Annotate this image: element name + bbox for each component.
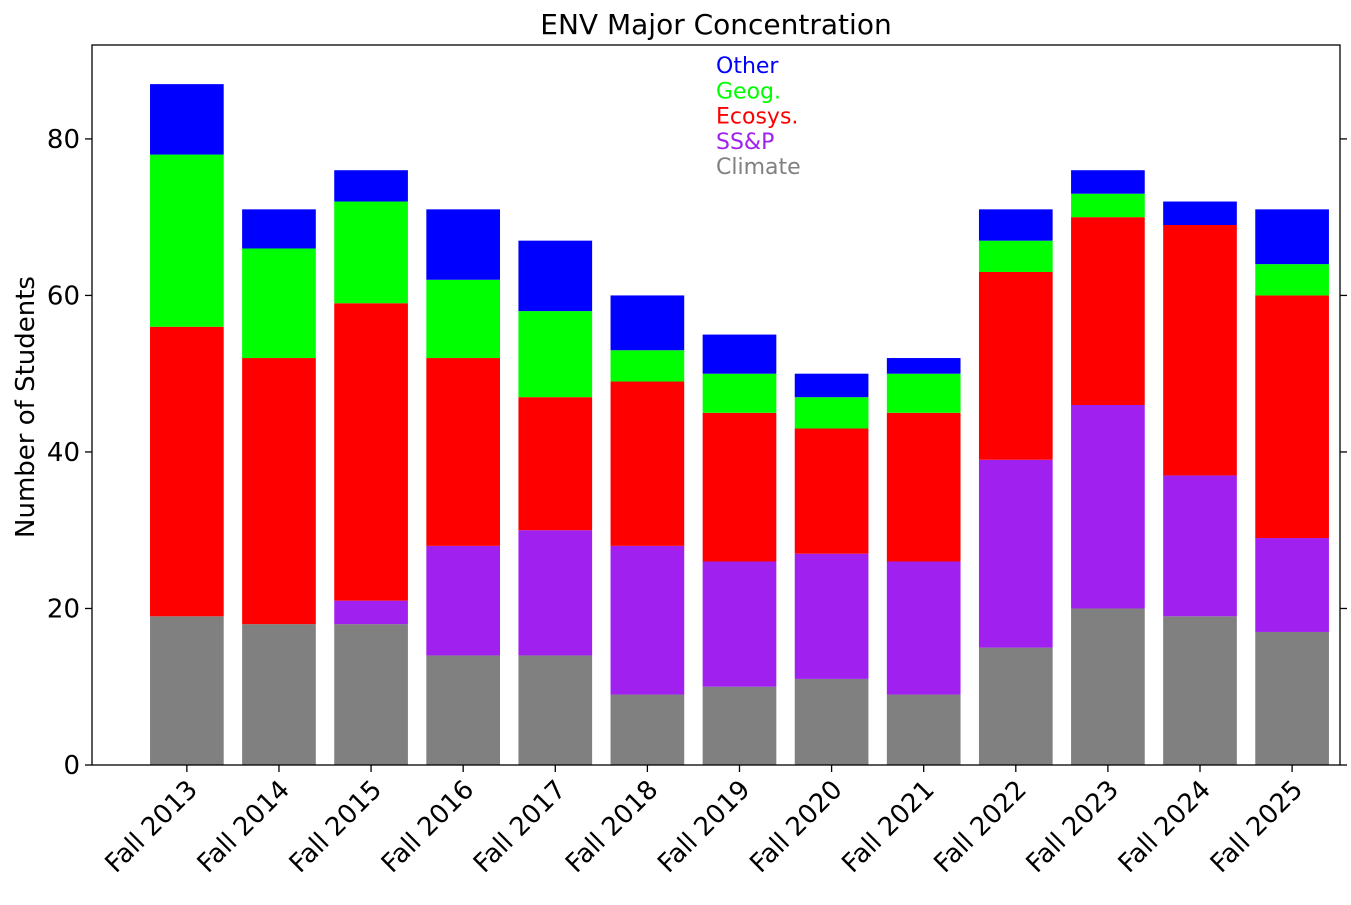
legend-item-ecosys: Ecosys. [716, 105, 798, 130]
bar-segment-climate-fall-2013 [150, 616, 224, 765]
bar-segment-other-fall-2022 [978, 209, 1053, 241]
bar-segment-ecosys--fall-2016 [426, 358, 501, 546]
bar-segment-other-fall-2024 [1163, 201, 1237, 225]
bar-segment-ecosys--fall-2025 [1255, 295, 1329, 539]
bar-segment-geog--fall-2022 [978, 240, 1053, 272]
bar-segment-climate-fall-2014 [242, 624, 316, 765]
bar-segment-climate-fall-2017 [518, 655, 593, 765]
bar-segment-geog--fall-2021 [886, 373, 961, 413]
bar-segment-other-fall-2018 [610, 295, 685, 351]
bar-segment-ss-p-fall-2024 [1163, 475, 1237, 617]
bar-segment-geog--fall-2015 [334, 201, 408, 304]
bar-segment-climate-fall-2024 [1163, 616, 1237, 765]
chart-title: ENV Major Concentration [540, 8, 891, 41]
legend-item-geog: Geog. [716, 79, 781, 104]
bar-segment-geog--fall-2025 [1255, 264, 1329, 296]
bar-segment-other-fall-2023 [1071, 170, 1145, 194]
x-tick-label: Fall 2018 [560, 775, 664, 879]
y-axis: 0 20 40 60 80 [47, 125, 1347, 781]
bar-segment-ecosys--fall-2015 [334, 303, 408, 601]
bar-segment-ecosys--fall-2024 [1163, 225, 1237, 476]
bar-segment-other-fall-2013 [150, 84, 224, 155]
bar-segment-other-fall-2021 [886, 358, 961, 374]
legend-item-other: Other [716, 54, 779, 79]
x-tick-label: Fall 2015 [284, 775, 388, 879]
bar-segment-ss-p-fall-2022 [978, 459, 1053, 648]
x-tick-label: Fall 2024 [1113, 775, 1217, 879]
bar-segment-climate-fall-2025 [1255, 631, 1329, 765]
x-tick-label: Fall 2017 [468, 775, 572, 879]
bar-segment-other-fall-2016 [426, 209, 501, 280]
bar-segment-ss-p-fall-2015 [334, 600, 408, 625]
bar-segment-climate-fall-2015 [334, 624, 408, 765]
bar-segment-geog--fall-2023 [1071, 193, 1145, 218]
x-tick-label: Fall 2014 [192, 775, 296, 879]
bar-segment-ecosys--fall-2019 [702, 412, 777, 562]
bar-segment-other-fall-2015 [334, 170, 408, 202]
bar-segment-ss-p-fall-2023 [1071, 405, 1145, 609]
bar-segment-geog--fall-2016 [426, 279, 501, 359]
bar-segment-ss-p-fall-2017 [518, 530, 593, 656]
bar-segment-ss-p-fall-2025 [1255, 538, 1329, 632]
bar-segment-other-fall-2014 [242, 209, 316, 249]
plot-frame [91, 44, 1341, 766]
bar-segment-ecosys--fall-2014 [242, 358, 316, 625]
bar-segment-other-fall-2017 [518, 240, 593, 312]
bar-segment-ecosys--fall-2022 [978, 271, 1053, 460]
bar-segment-climate-fall-2023 [1071, 608, 1145, 765]
x-tick-label: Fall 2013 [100, 775, 204, 879]
bar-segment-ss-p-fall-2020 [794, 553, 869, 679]
y-tick-label: 60 [47, 281, 80, 311]
y-tick-label: 40 [47, 438, 80, 468]
y-tick-label: 20 [47, 594, 80, 624]
bar-segment-climate-fall-2022 [978, 647, 1053, 765]
y-tick-label: 80 [47, 125, 80, 155]
y-axis-title: Number of Students [11, 276, 41, 538]
bar-segment-geog--fall-2017 [518, 311, 593, 398]
x-tick-label: Fall 2025 [1205, 775, 1309, 879]
bar-segment-ecosys--fall-2018 [610, 381, 685, 546]
bar-segment-geog--fall-2018 [610, 350, 685, 382]
bar-segment-geog--fall-2014 [242, 248, 316, 359]
bar-segment-ss-p-fall-2019 [702, 561, 777, 687]
x-tick-label: Fall 2019 [652, 775, 756, 879]
bar-segment-geog--fall-2020 [794, 397, 869, 429]
bar-segment-geog--fall-2019 [702, 373, 777, 413]
bar-segment-ss-p-fall-2021 [886, 561, 961, 695]
bar-segment-ss-p-fall-2018 [610, 545, 685, 695]
bar-segment-ss-p-fall-2016 [426, 545, 501, 656]
bar-segment-other-fall-2019 [702, 334, 777, 374]
x-tick-label: Fall 2023 [1021, 775, 1125, 879]
x-tick-label: Fall 2021 [836, 775, 940, 879]
bar-segment-ecosys--fall-2023 [1071, 217, 1145, 405]
y-tick-label: 0 [63, 751, 80, 781]
x-tick-label: Fall 2022 [929, 775, 1033, 879]
bar-segment-ecosys--fall-2021 [886, 412, 961, 562]
bar-segment-other-fall-2025 [1255, 209, 1329, 265]
legend-item-ss-p: SS&P [716, 130, 774, 155]
bar-segment-ecosys--fall-2017 [518, 397, 593, 531]
bar-segment-climate-fall-2021 [886, 694, 961, 765]
bars-layer [150, 84, 1329, 765]
bar-segment-other-fall-2020 [794, 373, 869, 398]
x-tick-label: Fall 2020 [744, 775, 848, 879]
bar-segment-climate-fall-2020 [794, 678, 869, 765]
bar-segment-geog--fall-2013 [150, 154, 224, 327]
bar-segment-ecosys--fall-2013 [150, 326, 224, 617]
legend-item-climate: Climate [716, 155, 801, 180]
bar-segment-climate-fall-2018 [610, 694, 685, 765]
x-tick-label: Fall 2016 [376, 775, 480, 879]
bar-segment-ecosys--fall-2020 [794, 428, 869, 554]
bar-segment-climate-fall-2019 [702, 686, 777, 765]
bar-segment-climate-fall-2016 [426, 655, 501, 765]
